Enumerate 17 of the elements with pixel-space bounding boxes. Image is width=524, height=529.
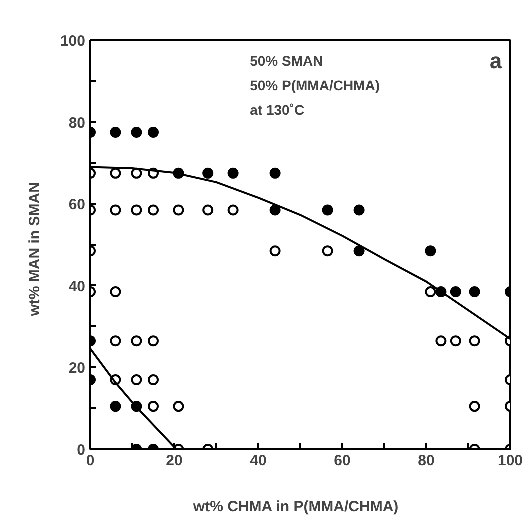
y-tick-label: 40 xyxy=(68,278,86,296)
y-tick-label: 100 xyxy=(60,33,86,50)
y-axis-title: wt% MAN in SMAN xyxy=(26,182,44,318)
y-tick-label: 20 xyxy=(68,360,86,378)
y-tick-label: 80 xyxy=(68,114,86,132)
x-tick-label: 100 xyxy=(498,452,524,470)
y-tick-label: 60 xyxy=(68,196,86,214)
y-tick-label: 0 xyxy=(77,442,86,459)
x-tick-label: 40 xyxy=(250,452,267,470)
annotation: a xyxy=(490,48,503,74)
x-axis-title: wt% CHMA in P(MMA/CHMA) xyxy=(192,498,399,516)
x-tick-label: 80 xyxy=(418,452,435,470)
annotation: at 130˚C xyxy=(250,102,305,118)
x-tick-label: 20 xyxy=(166,452,183,470)
annotation: 50% P(MMA/CHMA) xyxy=(250,77,380,94)
annotation: 50% SMAN xyxy=(250,52,324,69)
x-tick-label: 60 xyxy=(334,452,351,470)
